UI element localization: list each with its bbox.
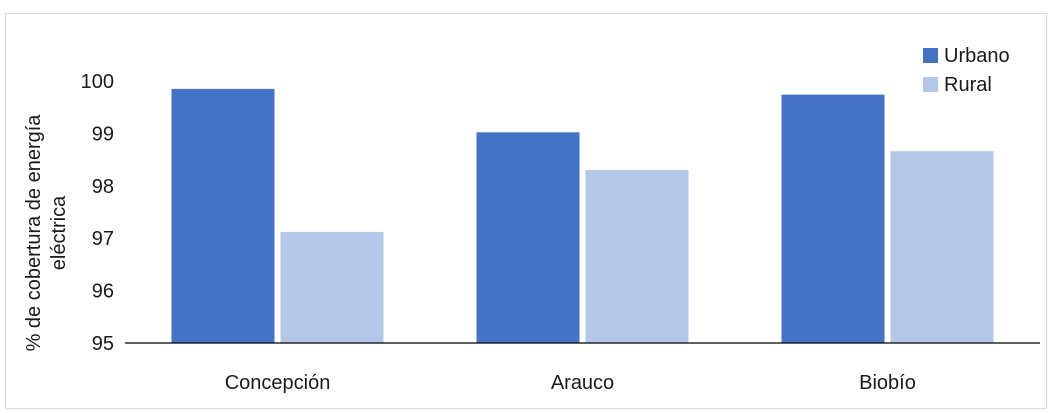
bar-rural-0 (280, 231, 384, 343)
y-tick-labels: 95 96 97 98 99 100 (81, 71, 114, 355)
x-tick-labels: Concepción Arauco Biobío (225, 372, 916, 394)
legend-label-rural: Rural (944, 74, 992, 96)
bars-group (171, 88, 994, 344)
bar-urbano-1 (476, 132, 580, 343)
legend-swatch-urbano (923, 48, 938, 63)
y-tick-label: 99 (92, 123, 114, 145)
x-tick-label: Arauco (551, 372, 614, 394)
legend-label-urbano: Urbano (944, 45, 1010, 67)
y-tick-label: 96 (92, 281, 114, 303)
y-axis-label-line-2: eléctrica (48, 195, 70, 270)
bar-rural-2 (890, 151, 994, 343)
y-tick-label: 98 (92, 176, 114, 198)
bar-urbano-0 (171, 88, 275, 343)
bar-rural-1 (585, 170, 689, 343)
y-tick-label: 100 (81, 71, 114, 93)
y-tick-label: 95 (92, 333, 114, 355)
legend: Urbano Rural (923, 45, 1010, 96)
y-tick-label: 97 (92, 228, 114, 250)
x-tick-label: Biobío (859, 372, 916, 394)
bar-urbano-2 (781, 94, 885, 344)
y-axis-label-line-1: % de cobertura de energía (23, 114, 45, 352)
legend-swatch-rural (923, 77, 938, 92)
x-tick-label: Concepción (225, 372, 331, 394)
